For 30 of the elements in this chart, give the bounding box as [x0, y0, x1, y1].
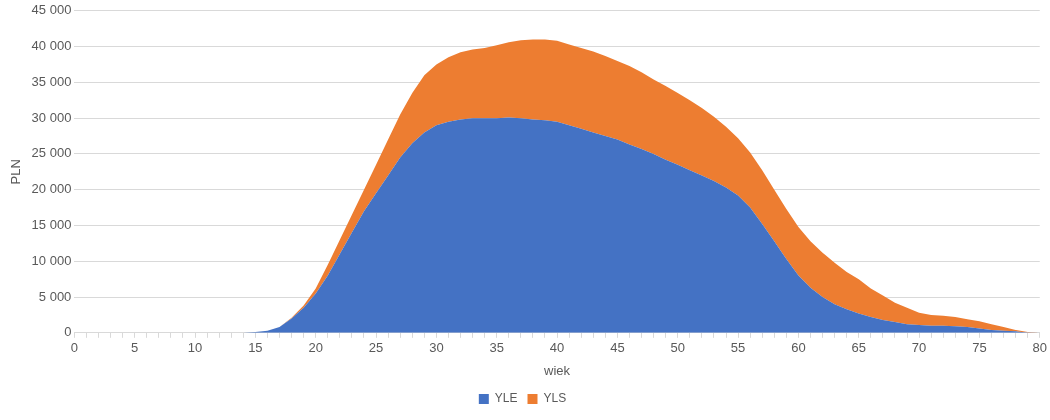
x-tick-label: 25 — [368, 340, 384, 356]
x-tick-label: 55 — [730, 340, 746, 356]
x-tick-label: 45 — [610, 340, 625, 356]
x-tick-label: 75 — [972, 340, 987, 356]
x-tick-label: 65 — [851, 340, 866, 356]
x-tick-label: 60 — [791, 340, 806, 356]
x-tick-label: 20 — [308, 340, 323, 356]
y-tick-label: 5 000 — [38, 288, 72, 304]
x-tick-label: 10 — [187, 340, 203, 356]
y-axis-title: PLN — [8, 159, 24, 185]
y-tick-label: 20 000 — [31, 181, 72, 197]
y-tick-label: 45 000 — [31, 2, 72, 18]
x-tick-label: 40 — [549, 340, 565, 356]
y-tick-label: 35 000 — [31, 73, 72, 89]
x-tick-label: 50 — [670, 340, 685, 356]
x-tick-label: 80 — [1032, 340, 1047, 356]
y-tick-label: 40 000 — [31, 38, 72, 54]
y-tick-label: 30 000 — [31, 109, 72, 125]
x-tick-label: 35 — [489, 340, 504, 356]
x-tick-label: 5 — [131, 340, 139, 356]
x-tick-label: 70 — [911, 340, 927, 356]
legend-label: YLS — [543, 391, 567, 406]
x-tick-label: 30 — [429, 340, 444, 356]
legend-label: YLE — [494, 391, 518, 406]
y-tick-label: 25 000 — [31, 145, 72, 161]
y-tick-label: 10 000 — [31, 252, 72, 268]
x-axis-title: wiek — [543, 362, 571, 378]
x-tick-label: 15 — [248, 340, 263, 356]
y-tick-label: 0 — [64, 324, 72, 340]
y-tick-label: 15 000 — [31, 217, 72, 233]
